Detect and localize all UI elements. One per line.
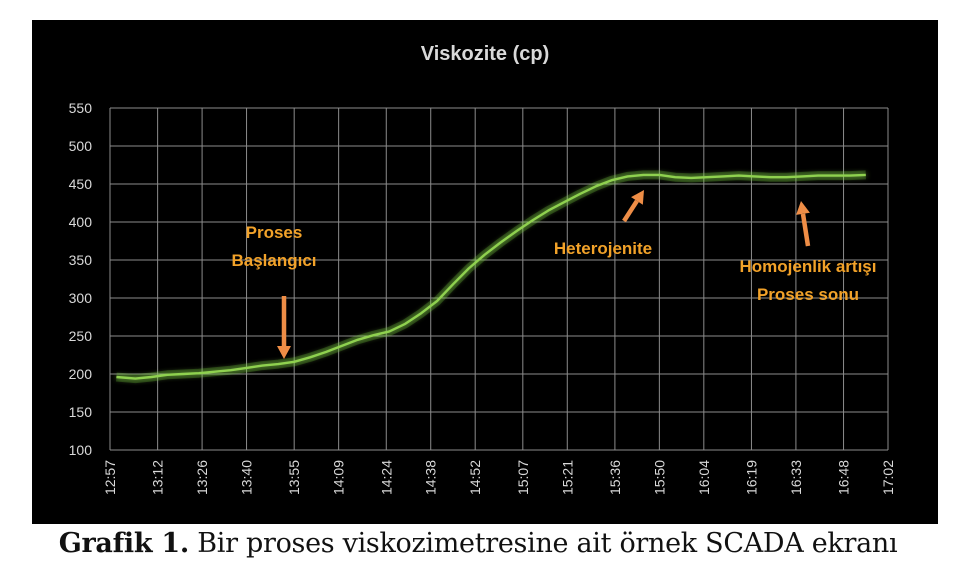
caption-text: Bir proses viskozimetresine ait örnek SC… <box>188 528 898 559</box>
arrow-head <box>796 201 810 215</box>
annotation-label: Homojenlik artışı <box>740 257 877 276</box>
y-tick-label: 550 <box>69 100 93 116</box>
series-glow <box>116 170 866 384</box>
annotation-label: Başlangıcı <box>231 251 316 270</box>
x-tick-label: 15:50 <box>651 460 667 495</box>
y-tick-label: 300 <box>69 290 93 306</box>
x-tick-label: 13:40 <box>239 460 255 495</box>
y-axis-ticks: 100 150 200 250 300 350 400 450 500 550 <box>69 100 93 458</box>
x-tick-label: 14:38 <box>423 460 439 495</box>
chart-frame: Viskozite (cp) 100 150 200 250 300 350 400 450 5… <box>32 20 938 524</box>
annotation-label: Proses sonu <box>757 285 859 304</box>
x-tick-label: 13:12 <box>150 460 166 495</box>
y-tick-label: 100 <box>69 442 93 458</box>
x-tick-label: 15:07 <box>515 460 531 495</box>
annotation-label: Proses <box>246 223 303 242</box>
y-tick-label: 400 <box>69 214 93 230</box>
x-tick-label: 16:48 <box>836 460 852 495</box>
x-tick-label: 15:21 <box>559 460 575 495</box>
x-tick-label: 14:24 <box>378 460 394 495</box>
x-tick-label: 16:33 <box>788 460 804 495</box>
series-line <box>116 173 866 380</box>
arrow-icon <box>622 190 644 223</box>
arrow-icon <box>796 201 811 247</box>
x-tick-label: 15:36 <box>607 460 623 495</box>
chart-title: Viskozite (cp) <box>421 43 550 65</box>
y-tick-label: 200 <box>69 366 93 382</box>
x-tick-label: 17:02 <box>880 460 896 495</box>
viscosity-chart: Viskozite (cp) 100 150 200 250 300 350 400 450 5… <box>69 43 896 495</box>
x-tick-label: 14:52 <box>467 460 483 495</box>
arrow-shaft <box>800 213 811 247</box>
x-tick-label: 13:55 <box>286 460 302 495</box>
annotations: Proses Başlangıcı Heterojenite Homojenlik a… <box>231 190 876 359</box>
x-tick-label: 16:04 <box>696 460 712 495</box>
caption-label: Grafik 1. <box>58 528 190 559</box>
series-viscosity <box>116 170 866 384</box>
y-tick-label: 250 <box>69 328 93 344</box>
arrow-shaft <box>622 199 639 223</box>
annotation-label: Heterojenite <box>554 239 652 258</box>
arrow-icon <box>277 296 291 359</box>
figure-caption: Grafik 1. Bir proses viskozimetresine ai… <box>0 528 956 559</box>
x-axis-ticks: 12:57 13:12 13:26 13:40 13:55 14:09 14:24 14:38… <box>102 460 896 495</box>
y-tick-label: 450 <box>69 176 93 192</box>
y-tick-label: 350 <box>69 252 93 268</box>
x-tick-label: 12:57 <box>102 460 118 495</box>
arrow-head <box>277 346 291 359</box>
x-tick-label: 14:09 <box>331 460 347 495</box>
x-tick-label: 16:19 <box>743 460 759 495</box>
y-tick-label: 500 <box>69 138 93 154</box>
grid <box>109 107 889 451</box>
x-tick-label: 13:26 <box>194 460 210 495</box>
y-tick-label: 150 <box>69 404 93 420</box>
arrow-head <box>631 190 644 205</box>
